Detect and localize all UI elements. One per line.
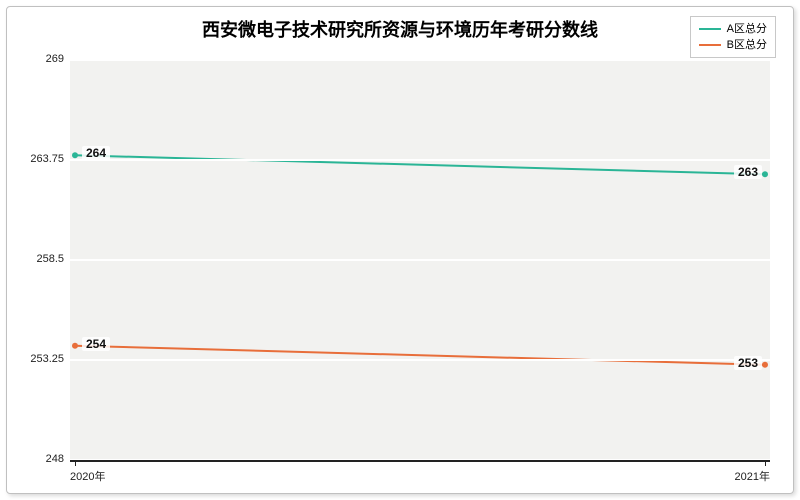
point-label: 254 (82, 337, 110, 351)
point-label: 264 (82, 146, 110, 160)
chart-container: 西安微电子技术研究所资源与环境历年考研分数线 A区总分 B区总分 248253.… (0, 0, 800, 500)
point-label: 263 (734, 165, 762, 179)
y-tick-label: 258.5 (36, 253, 64, 265)
x-tick-label: 2020年 (70, 468, 105, 484)
x-tick-label: 2021年 (735, 468, 770, 484)
y-tick-label: 253.25 (30, 353, 64, 365)
y-tick-label: 263.75 (30, 153, 64, 165)
y-tick-label: 248 (46, 453, 64, 465)
y-tick-label: 269 (46, 53, 64, 65)
series-svg (0, 0, 800, 500)
point-label: 253 (734, 356, 762, 370)
